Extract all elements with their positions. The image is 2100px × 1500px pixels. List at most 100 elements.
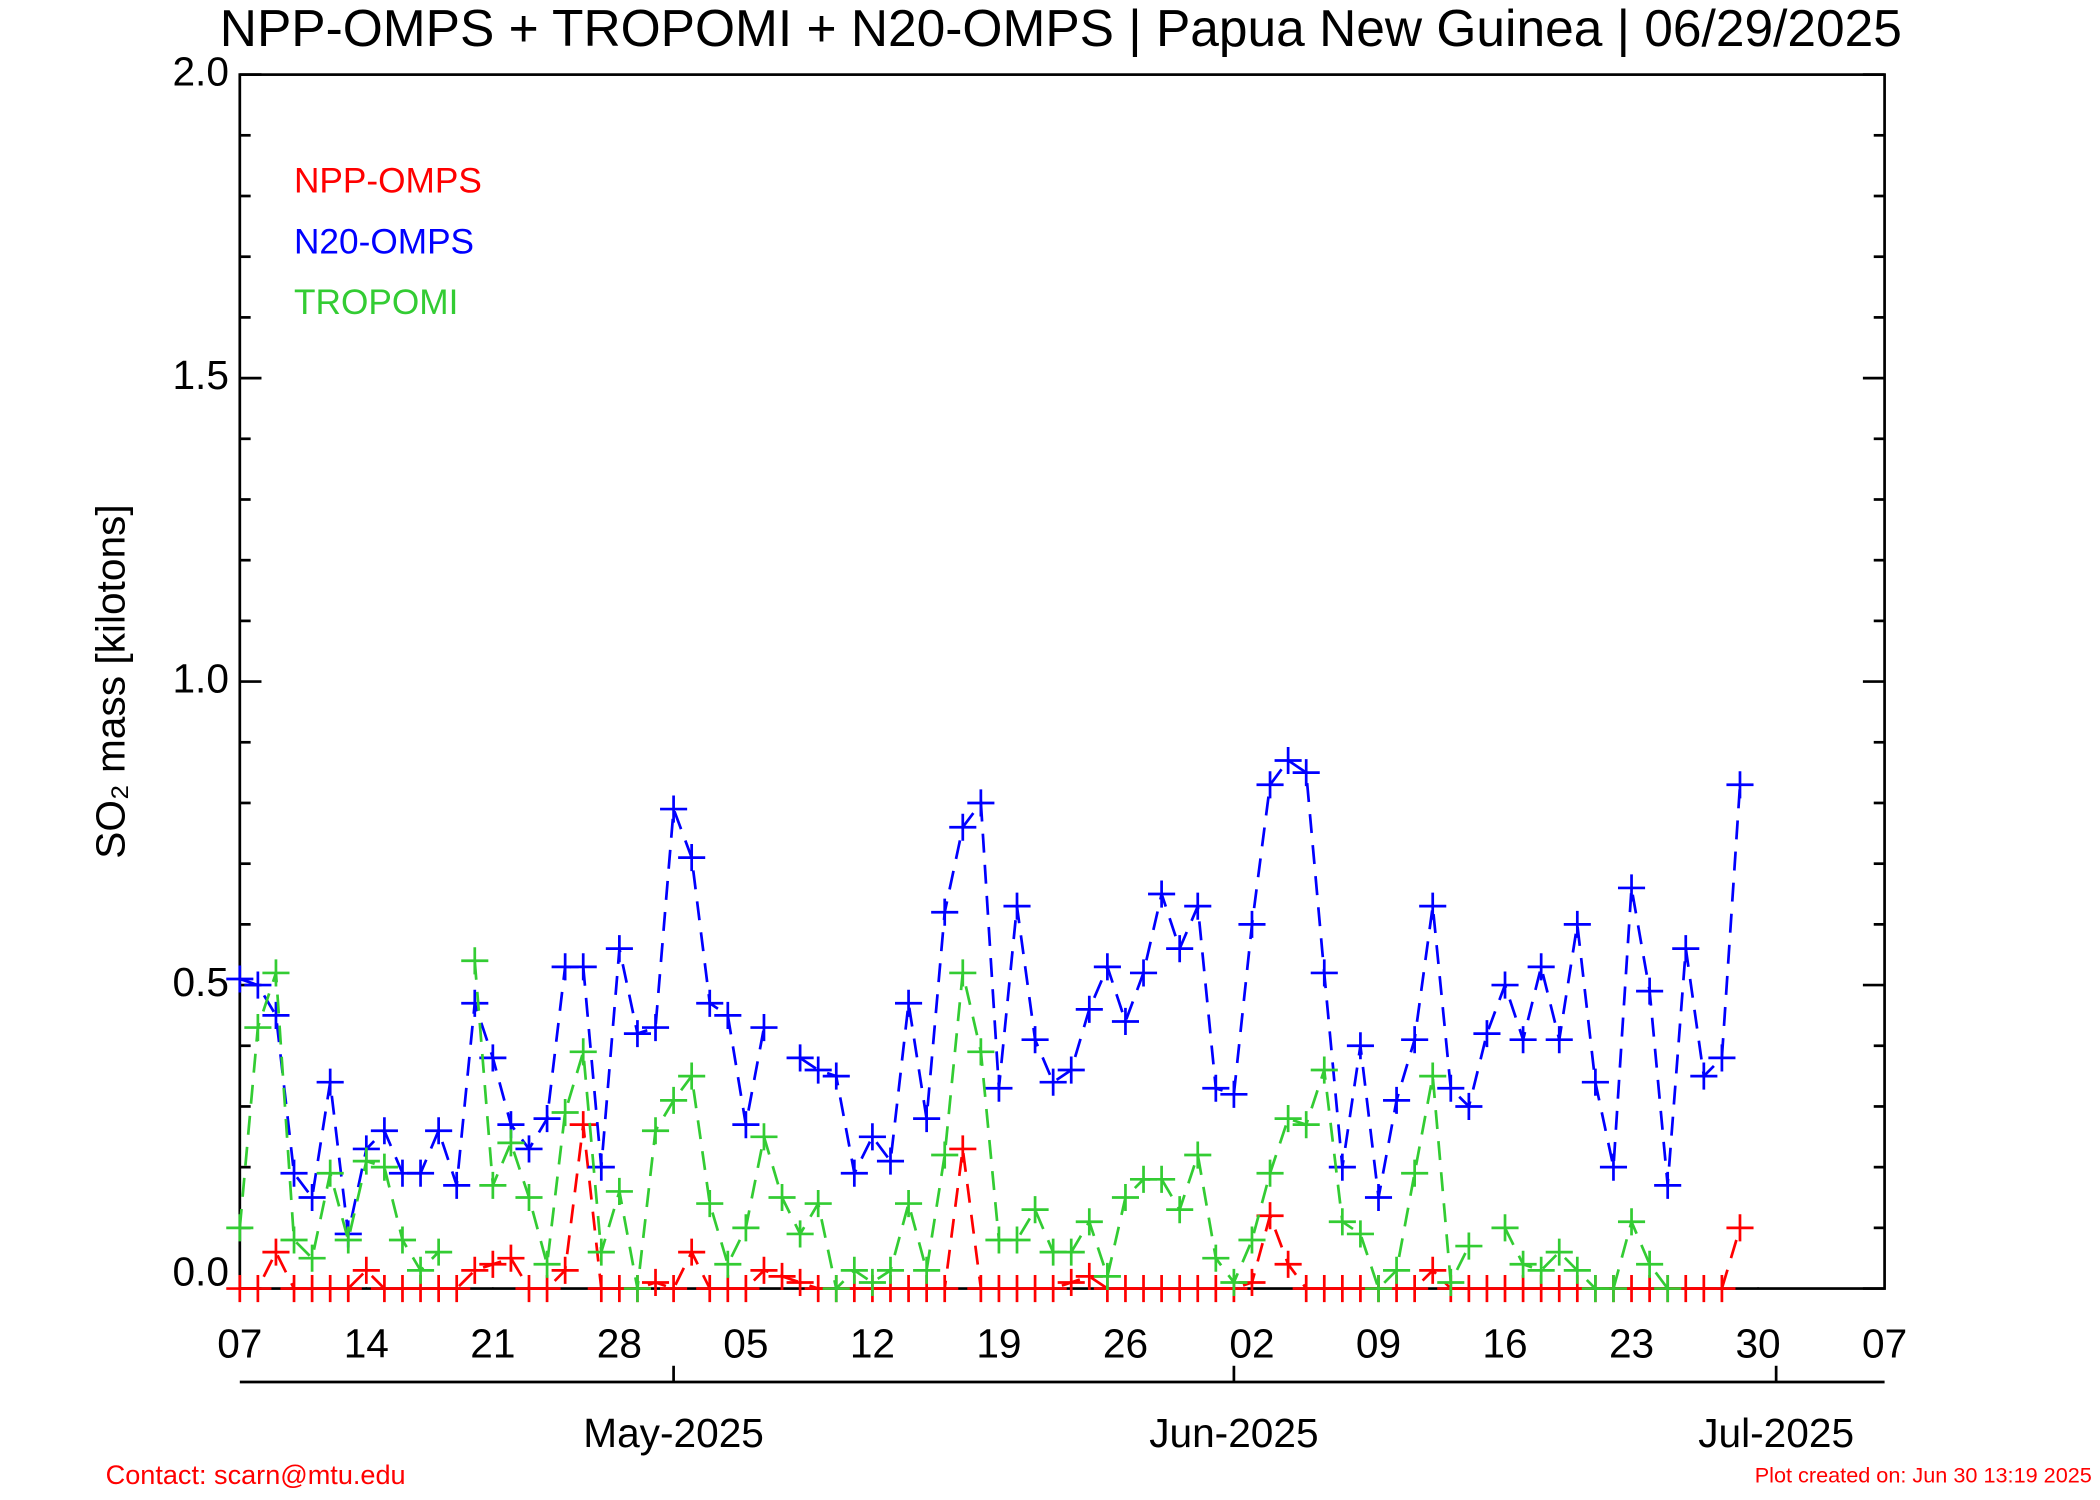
- footer-created: Plot created on: Jun 30 13:19 2025: [1755, 1463, 2092, 1488]
- point-marker: [931, 1141, 959, 1169]
- point-marker: [425, 1238, 453, 1266]
- point-marker: [1726, 1214, 1754, 1242]
- point-marker: [1527, 1256, 1555, 1284]
- point-marker: [1708, 1044, 1736, 1072]
- point-marker: [461, 947, 489, 975]
- point-marker: [1075, 1208, 1103, 1236]
- point-marker: [569, 953, 597, 981]
- point-marker: [479, 1171, 507, 1199]
- point-marker: [1238, 910, 1266, 938]
- point-marker: [840, 1256, 868, 1284]
- point-marker: [1328, 1208, 1356, 1236]
- point-marker: [623, 1274, 651, 1303]
- point-marker: [551, 1098, 579, 1127]
- point-marker: [678, 1238, 706, 1266]
- point-marker: [1274, 1105, 1302, 1133]
- point-marker: [1003, 892, 1031, 920]
- point-marker: [1383, 1086, 1411, 1114]
- x-tick-label: 07: [217, 1321, 262, 1367]
- point-marker: [1274, 746, 1302, 775]
- point-marker: [641, 1117, 670, 1145]
- point-marker: [352, 1256, 380, 1284]
- point-marker: [1672, 935, 1700, 963]
- point-marker: [515, 1135, 543, 1163]
- point-marker: [1491, 1214, 1519, 1242]
- x-tick-label: 12: [850, 1321, 895, 1367]
- y-tick-label: 1.0: [172, 655, 228, 701]
- point-marker: [1455, 1092, 1483, 1121]
- chart-title: NPP-OMPS + TROPOMI + N20-OMPS | Papua Ne…: [220, 0, 1902, 57]
- point-marker: [858, 1268, 886, 1297]
- point-marker: [876, 1256, 905, 1284]
- point-marker: [226, 965, 254, 993]
- point-marker: [605, 1177, 633, 1205]
- point-marker: [280, 1159, 308, 1187]
- footer-contact: Contact: scarn@mtu.edu: [106, 1459, 406, 1490]
- point-marker: [587, 1238, 615, 1266]
- point-marker: [407, 1256, 435, 1284]
- point-marker: [1093, 953, 1121, 981]
- point-marker: [515, 1183, 543, 1212]
- point-marker: [1292, 1111, 1320, 1139]
- point-marker: [1617, 874, 1646, 902]
- point-marker: [1581, 1068, 1609, 1096]
- point-marker: [352, 1147, 380, 1175]
- point-marker: [1437, 1074, 1465, 1102]
- point-marker: [1057, 1268, 1085, 1297]
- point-marker: [1563, 1256, 1591, 1284]
- point-marker: [388, 1226, 417, 1254]
- point-marker: [895, 989, 923, 1017]
- x-tick-label: 30: [1735, 1321, 1780, 1367]
- point-marker: [1292, 759, 1320, 787]
- y-tick-label: 2.0: [172, 48, 228, 94]
- point-marker: [280, 1226, 308, 1254]
- point-marker: [858, 1123, 886, 1151]
- point-marker: [1654, 1274, 1682, 1303]
- point-marker: [660, 795, 688, 823]
- point-marker: [569, 1038, 597, 1066]
- point-marker: [461, 989, 489, 1017]
- point-marker: [1057, 1238, 1085, 1266]
- point-marker: [1726, 771, 1754, 799]
- point-marker: [587, 1153, 615, 1181]
- point-marker: [985, 1074, 1013, 1102]
- y-tick-label: 0.5: [172, 959, 228, 1005]
- point-marker: [1708, 1274, 1736, 1303]
- point-marker: [316, 1159, 344, 1187]
- point-marker: [786, 1220, 814, 1248]
- point-marker: [660, 1274, 688, 1303]
- point-marker: [913, 1105, 941, 1133]
- point-marker: [1473, 1020, 1501, 1048]
- point-marker: [497, 1244, 525, 1272]
- point-marker: [822, 1062, 850, 1090]
- point-marker: [298, 1183, 326, 1212]
- point-marker: [262, 1238, 290, 1266]
- point-marker: [1346, 1032, 1374, 1060]
- point-marker: [678, 844, 706, 872]
- point-marker: [750, 1123, 778, 1151]
- point-marker: [1509, 1026, 1537, 1054]
- point-marker: [262, 1001, 290, 1029]
- x-tick-label: 05: [723, 1321, 768, 1367]
- point-marker: [1419, 892, 1447, 920]
- point-marker: [750, 1014, 778, 1042]
- x-tick-label: 07: [1862, 1321, 1907, 1367]
- point-marker: [1166, 935, 1194, 963]
- point-marker: [732, 1111, 760, 1139]
- point-marker: [1636, 977, 1664, 1005]
- point-marker: [931, 1274, 959, 1303]
- point-marker: [822, 1274, 850, 1303]
- point-marker: [1202, 1074, 1230, 1102]
- point-marker: [641, 1014, 670, 1042]
- point-marker: [1238, 1226, 1266, 1254]
- point-marker: [732, 1274, 760, 1303]
- point-marker: [1527, 953, 1555, 981]
- point-marker: [1419, 1062, 1447, 1090]
- point-marker: [931, 898, 959, 926]
- point-marker: [1021, 1196, 1049, 1224]
- point-marker: [1310, 1056, 1338, 1084]
- point-marker: [1617, 1208, 1646, 1236]
- point-marker: [1509, 1250, 1537, 1278]
